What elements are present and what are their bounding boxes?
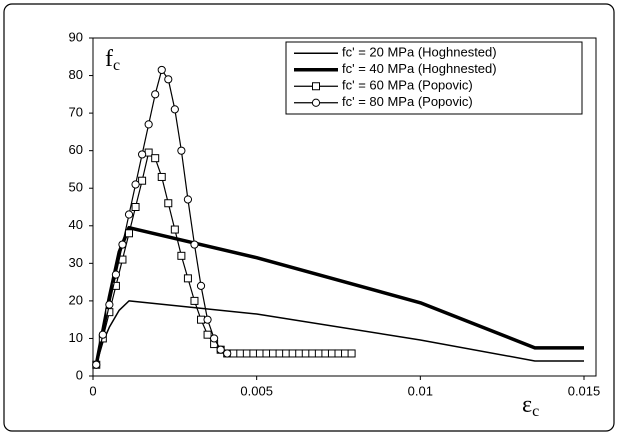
marker-circle [131,180,140,189]
marker-square [295,349,304,358]
marker-square [242,349,251,358]
marker-square [282,349,291,358]
legend-label: fc' = 80 MPa (Popovic) [342,94,473,109]
y-tick-label: 20 [69,292,83,307]
marker-circle [124,210,134,219]
marker-square [125,229,134,238]
marker-square [177,251,186,260]
marker-square [138,176,147,185]
x-tick-label: 0.01 [408,383,433,398]
marker-square [190,296,199,305]
marker-square [327,349,336,358]
marker-circle [216,345,225,354]
y-tick-label: 50 [69,180,83,195]
marker-circle [170,105,179,114]
marker-circle [223,349,232,358]
marker-square [262,349,271,358]
marker-square [334,349,343,358]
marker-circle [311,98,321,107]
marker-square [288,349,297,358]
y-tick-label: 70 [69,105,83,120]
marker-square [314,349,323,358]
marker-circle [157,65,166,75]
marker-square [249,349,258,358]
marker-square [255,349,264,358]
legend-label: fc' = 60 MPa (Popovic) [342,78,473,93]
marker-circle [190,240,199,249]
marker-circle [164,75,173,84]
x-axis-label-main: ε [522,392,532,418]
marker-square [236,349,245,358]
y-axis-label-sub: c [113,57,120,74]
marker-circle [118,240,127,249]
legend-label: fc' = 40 MPa (Hoghnested) [342,61,497,76]
marker-square [341,349,350,358]
y-tick-label: 10 [69,330,83,345]
marker-square [157,172,166,181]
marker-square [312,82,320,91]
y-tick-label: 30 [69,255,83,270]
y-axis-label: fc [105,46,120,74]
marker-square [269,349,278,358]
y-axis-label-main: f [105,46,113,72]
y-tick-label: 80 [69,67,83,82]
marker-circle [105,300,114,309]
marker-circle [151,90,160,99]
marker-square [347,349,356,358]
y-tick-label: 40 [69,217,83,232]
y-tick-label: 90 [69,29,83,44]
marker-square [321,349,330,358]
marker-circle [203,315,212,324]
plot-frame [92,37,597,377]
legend-label: fc' = 20 MPa (Hoghnested) [342,45,497,60]
marker-circle [98,330,107,339]
marker-square [144,148,153,157]
marker-square [170,225,179,234]
marker-circle [210,334,219,343]
marker-square [111,281,120,290]
marker-square [164,199,173,208]
x-axis-label: εc [522,392,539,420]
marker-square [308,349,317,358]
marker-circle [111,270,121,279]
marker-circle [92,360,101,369]
marker-circle [183,195,193,204]
series-line [94,225,584,366]
marker-square [183,274,192,283]
marker-square [203,330,212,339]
marker-square [301,349,310,358]
x-tick-label: 0.005 [240,383,273,398]
legend: fc' = 20 MPa (Hoghnested)fc' = 40 MPa (H… [285,41,583,115]
marker-circle [144,120,153,129]
marker-square [131,203,140,211]
marker-square [151,154,160,163]
x-axis-label-sub: c [532,403,539,420]
marker-square [275,349,284,358]
marker-circle [138,150,147,159]
marker-circle [196,281,206,290]
x-tick-label: 0 [89,383,96,398]
y-tick-label: 60 [69,142,83,157]
x-tick-label: 0.015 [568,383,601,398]
y-tick-label: 0 [76,367,83,382]
marker-circle [177,146,186,155]
